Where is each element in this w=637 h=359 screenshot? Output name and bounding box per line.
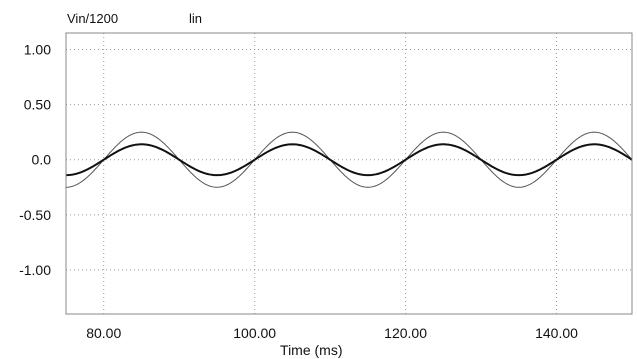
x-tick-label: 140.00 — [535, 325, 578, 341]
y-tick-label: -0.50 — [19, 207, 51, 223]
y-tick-label: 0.0 — [32, 152, 52, 168]
y-tick-label: -1.00 — [19, 262, 51, 278]
series-layer — [65, 131, 633, 188]
y-tick-label: 0.50 — [24, 97, 51, 113]
x-axis-label: Time (ms) — [280, 342, 342, 358]
series-line-2 — [65, 143, 633, 177]
x-tick-label: 120.00 — [384, 325, 427, 341]
scale-mode-label: lin — [189, 11, 202, 26]
x-tick-label: 100.00 — [233, 325, 276, 341]
trace-expression-label: Vin/1200 — [67, 11, 118, 26]
y-tick-label: 1.00 — [24, 42, 51, 58]
series-line-1 — [65, 131, 633, 188]
x-tick-label: 80.00 — [86, 325, 121, 341]
grid-lines — [66, 33, 632, 314]
plot-area-frame — [65, 32, 633, 315]
x-tick-labels: 80.00 100.00 120.00 140.00 — [86, 325, 578, 341]
y-tick-labels: 1.00 0.50 0.0 -0.50 -1.00 — [19, 42, 51, 278]
